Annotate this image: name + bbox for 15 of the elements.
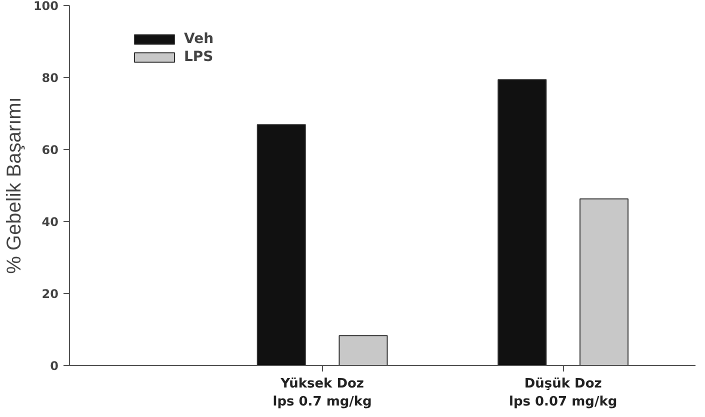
y-tick-label: 20	[42, 287, 59, 301]
y-tick-label: 100	[33, 0, 59, 13]
bar	[498, 79, 547, 366]
bar	[579, 198, 629, 366]
legend-label: LPS	[184, 49, 214, 65]
x-tick-label: Düşük Doz lps 0.07 mg/kg	[508, 376, 618, 410]
legend-label: Veh	[184, 31, 214, 47]
y-axis-title: % Gebelik Başarımı	[3, 97, 26, 274]
bar	[338, 335, 388, 366]
y-tick-label: 80	[42, 71, 59, 85]
y-tick-label: 40	[42, 215, 59, 229]
y-tick-label: 60	[42, 143, 59, 157]
x-tick-label: Yüksek Doz lps 0.7 mg/kg	[272, 376, 372, 410]
y-tick-label: 0	[50, 359, 59, 373]
bar	[256, 124, 306, 366]
